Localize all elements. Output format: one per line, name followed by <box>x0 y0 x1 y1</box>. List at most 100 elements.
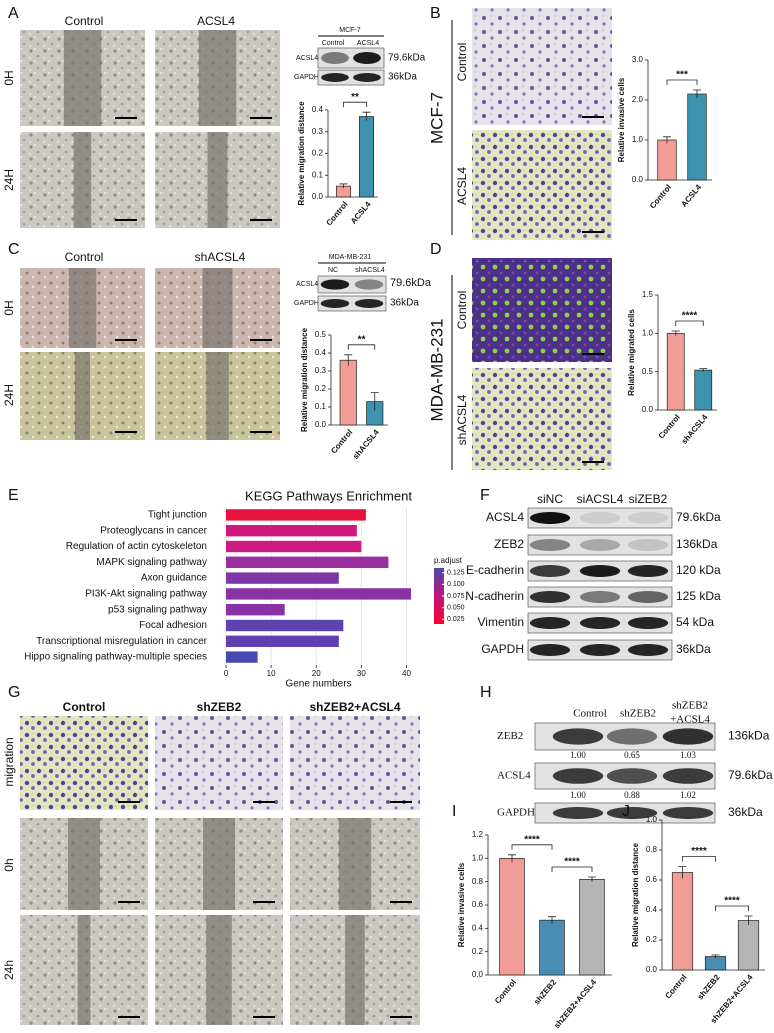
wound-gap <box>345 915 365 1025</box>
y-tick-label: PI3K-Akt signaling pathway <box>85 589 207 600</box>
blot-band <box>529 644 571 656</box>
y-tick-label: 1.5 <box>642 290 654 299</box>
label: Control <box>65 250 104 264</box>
bar <box>687 93 707 181</box>
error-bar <box>663 136 671 144</box>
label: E-cadherin <box>466 563 524 577</box>
label: shACSL4 <box>355 267 385 274</box>
x-tick-label: 30 <box>357 669 366 678</box>
label: siACSL4 <box>577 492 624 506</box>
error-bar <box>362 111 371 121</box>
y-tick-label: 0.0 <box>315 420 327 429</box>
wound-gap <box>68 268 97 348</box>
label: 136kDa <box>728 729 770 743</box>
wound-gap <box>203 818 235 910</box>
y-axis-label: Relative migration distance <box>631 842 640 947</box>
blot-band <box>627 617 669 629</box>
wound-gap <box>338 818 372 910</box>
error-bar <box>508 854 516 862</box>
y-axis-label: Relative migration distance <box>300 327 309 432</box>
label: Control <box>63 700 106 714</box>
y-tick-label: 0.8 <box>472 877 484 886</box>
label: ACSL4 <box>455 167 469 205</box>
blot-band <box>552 807 604 819</box>
label: Control <box>573 708 607 720</box>
y-tick-label: 1.0 <box>642 328 654 337</box>
label: Control <box>455 291 469 330</box>
label: N-cadherin <box>465 589 524 603</box>
wound-gap <box>207 132 228 228</box>
label: 0.65 <box>624 750 640 760</box>
blot-band <box>320 299 350 308</box>
x-tick-label: Control <box>648 183 673 211</box>
label: 120 kDa <box>676 563 721 577</box>
y-tick-label: 0.2 <box>646 935 658 944</box>
bar <box>499 857 525 976</box>
blot-band <box>529 591 571 603</box>
label: shACSL4 <box>455 394 469 445</box>
y-tick-label: Hippo signaling pathway-multiple species <box>24 652 207 663</box>
x-tick-label: shACSL4 <box>680 412 710 445</box>
label: GAPDH <box>294 300 319 307</box>
significance-bracket <box>675 320 704 327</box>
blot-strip <box>527 507 673 529</box>
x-tick-label: 0 <box>224 669 229 678</box>
label: 1.00 <box>570 750 586 760</box>
label: 36kDa <box>728 805 763 819</box>
x-tick-label: Control <box>324 200 349 228</box>
significance-label: **** <box>524 834 540 845</box>
bar <box>226 651 258 663</box>
error-bar <box>588 876 596 882</box>
x-tick-label: Control <box>493 978 518 1006</box>
error-bar <box>699 368 708 372</box>
label: 54 kDa <box>676 615 714 629</box>
significance-label: ** <box>358 334 366 345</box>
label: 1.00 <box>570 790 586 800</box>
y-tick-label: 1.2 <box>472 830 484 839</box>
label: ACSL4 <box>296 281 318 288</box>
error-bar <box>744 915 753 925</box>
label: GAPDH <box>497 807 535 819</box>
label: GAPDH <box>481 642 524 656</box>
label: 136kDa <box>676 537 718 551</box>
label: Control <box>322 40 345 47</box>
y-tick-label: 1.0 <box>646 815 658 824</box>
bar <box>226 572 339 584</box>
error-bar <box>671 330 680 336</box>
label: ACSL4 <box>357 40 379 47</box>
label: 125 kDa <box>676 589 721 603</box>
label: MCF-7 <box>339 27 360 34</box>
blot-band <box>627 512 669 524</box>
significance-label: *** <box>676 70 688 81</box>
y-tick-label: 0.0 <box>632 175 644 184</box>
colorbar-tick-label: 0.125 <box>447 570 465 577</box>
label: ACSL4 <box>486 510 524 524</box>
x-tick-label: 10 <box>267 669 276 678</box>
bar <box>339 359 357 426</box>
blot-band <box>552 728 604 745</box>
blot-band <box>579 512 621 524</box>
label: E <box>8 487 19 504</box>
label: 79.6kDa <box>728 768 773 782</box>
label: 79.6kDa <box>390 277 432 289</box>
label: B <box>430 5 441 22</box>
label: 1.03 <box>680 750 696 760</box>
y-tick-label: 0.8 <box>646 845 658 854</box>
label: 0H <box>2 300 16 315</box>
x-tick-label: shZEB2 <box>696 972 722 1001</box>
label: ACSL4 <box>497 770 531 782</box>
y-tick-label: 3.0 <box>632 55 644 64</box>
bar <box>737 920 760 971</box>
blot-band <box>662 768 714 784</box>
y-tick-label: 0.0 <box>472 970 484 979</box>
x-axis-label: Gene numbers <box>285 679 351 690</box>
bar <box>539 919 565 976</box>
x-tick-label: ACSL4 <box>679 182 703 208</box>
error-bar <box>548 916 556 924</box>
blot-band <box>353 52 381 64</box>
significance-label: **** <box>564 857 580 868</box>
error-bar <box>344 354 353 366</box>
wound-gap <box>198 30 237 126</box>
x-tick-label: Control <box>657 413 682 441</box>
